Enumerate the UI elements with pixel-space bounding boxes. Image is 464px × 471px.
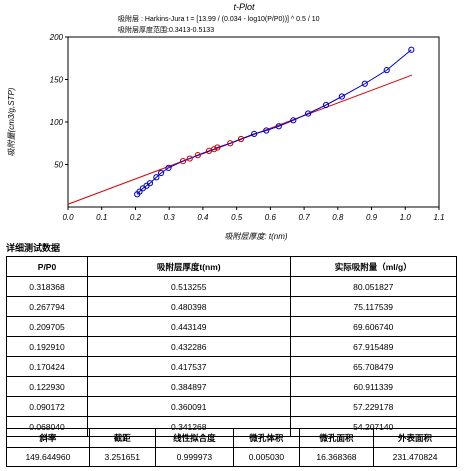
y-tick-label: 50 (54, 161, 63, 170)
data-point (146, 180, 154, 187)
chart-subtitle-1: 吸附层 : Harkins-Jura t = [13.99 / (0.034 -… (118, 14, 320, 23)
cell-thickness: 0.480398 (87, 296, 291, 317)
data-point (153, 174, 160, 181)
label-intercept: 截距 (88, 428, 156, 448)
data-point (322, 101, 330, 109)
cell-p-p0: 0.170424 (6, 356, 88, 377)
x-tick-label: 0.0 (62, 213, 74, 222)
x-tick-label: 0.4 (197, 213, 209, 222)
data-point (275, 123, 282, 130)
cell-p-p0: 0.122930 (6, 376, 88, 397)
x-axis-label: 吸附层厚度: t(nm) (224, 232, 287, 241)
cell-adsorption: 75.117539 (289, 296, 457, 317)
fit-point (179, 158, 187, 165)
x-tick-label: 0.8 (332, 213, 344, 222)
x-tick-label: 0.7 (299, 213, 311, 222)
x-tick-label: 0.3 (164, 213, 176, 222)
cell-adsorption: 57.229178 (289, 396, 457, 417)
fit-point (214, 144, 221, 151)
cell-thickness: 0.384897 (87, 376, 291, 397)
chart-title: t-Plot (233, 2, 255, 12)
x-tick-label: 1.1 (433, 213, 444, 222)
value-micropore-volume: 0.005030 (233, 447, 300, 467)
data-point (338, 93, 345, 100)
cell-p-p0: 0.318368 (6, 276, 88, 297)
data-point (251, 130, 258, 137)
cell-adsorption: 65.708479 (289, 356, 457, 377)
data-point (157, 169, 165, 177)
label-micropore-volume: 微孔体积 (233, 428, 300, 448)
label-micropore-area: 微孔面积 (298, 428, 375, 448)
fit-point (186, 155, 193, 162)
data-point (165, 164, 172, 171)
value-intercept: 3.251651 (88, 447, 156, 467)
x-tick-label: 0.5 (231, 213, 243, 222)
data-point (136, 188, 143, 195)
cell-adsorption: 67.915489 (289, 336, 457, 357)
table-row: 0.267794 0.480398 75.117539 (6, 296, 457, 317)
data-point (290, 117, 297, 124)
value-slope: 149.644960 (6, 447, 90, 467)
data-point (305, 110, 312, 117)
cell-p-p0: 0.192910 (6, 336, 88, 357)
summary-label-row: 斜率 截距 线性拟合度 微孔体积 微孔面积 外表面积 (6, 428, 457, 448)
cell-adsorption: 80.051827 (289, 276, 457, 297)
data-point (408, 46, 415, 53)
t-plot-chart: t-Plot 吸附层 : Harkins-Jura t = [13.99 / (… (7, 2, 445, 241)
cell-adsorption: 60.911339 (289, 376, 457, 397)
data-point (383, 67, 390, 74)
data-point (263, 127, 270, 134)
table-row: 0.209705 0.443149 69.606740 (6, 316, 457, 337)
fit-point (227, 140, 234, 147)
y-axis-label: 吸附量(cm3/g,STP) (7, 87, 16, 156)
data-line (136, 49, 412, 195)
fit-point (210, 146, 218, 153)
data-table: P/P0 吸附层厚度t(nm) 实际吸附量（ml/g） 0.318368 0.51… (6, 256, 457, 437)
cell-p-p0: 0.090172 (6, 396, 88, 417)
cell-thickness: 0.432286 (87, 336, 291, 357)
y-tick-label: 200 (49, 33, 64, 42)
cell-p-p0: 0.267794 (6, 296, 88, 317)
table-row: 0.090172 0.360091 57.229178 (6, 396, 457, 417)
cell-thickness: 0.360091 (87, 396, 291, 417)
header-adsorption: 实际吸附量（ml/g） (289, 256, 457, 277)
x-tick-label: 0.2 (130, 213, 142, 222)
x-tick-label: 0.6 (265, 213, 277, 222)
x-tick-label: 1.0 (400, 213, 412, 222)
summary-value-row: 149.644960 3.251651 0.999973 0.005030 16… (6, 447, 457, 467)
header-thickness: 吸附层厚度t(nm) (87, 256, 291, 277)
summary-table: 斜率 截距 线性拟合度 微孔体积 微孔面积 外表面积 149.644960 3.… (6, 428, 457, 467)
table-row: 0.192910 0.432286 67.915489 (6, 336, 457, 357)
cell-thickness: 0.443149 (87, 316, 291, 337)
y-tick-label: 100 (50, 118, 64, 127)
fit-point (237, 135, 245, 143)
y-tick-label: 150 (50, 76, 64, 85)
header-p-p0: P/P0 (6, 256, 88, 277)
table-row: 0.170424 0.417537 65.708479 (6, 356, 457, 377)
x-tick-label: 0.1 (96, 213, 107, 222)
label-slope: 斜率 (6, 428, 90, 448)
table-header-row: P/P0 吸附层厚度t(nm) 实际吸附量（ml/g） (6, 256, 457, 277)
x-tick-label: 0.9 (366, 213, 378, 222)
value-external-area: 231.470824 (373, 447, 457, 467)
fit-point (194, 152, 201, 159)
cell-adsorption: 69.606740 (289, 316, 457, 337)
axis-ticks: 0.0 0.1 0.2 0.3 0.4 0.5 0.6 0.7 0.8 0.9 1.0 1.1 50 10… (49, 33, 445, 222)
section-title: 详细测试数据 (6, 243, 61, 253)
table-row: 0.122930 0.384897 60.911339 (6, 376, 457, 397)
cell-thickness: 0.417537 (87, 356, 291, 377)
label-external-area: 外表面积 (373, 428, 457, 448)
data-point (361, 80, 368, 87)
plot-frame (67, 36, 440, 208)
label-linear-fit: 线性拟合度 (154, 428, 235, 448)
cell-p-p0: 0.209705 (6, 316, 88, 337)
chart-subtitle-2: 吸附层厚度范围:0.3413-0.5133 (118, 25, 214, 34)
table-row: 0.318368 0.513255 80.051827 (6, 276, 457, 297)
value-linear-fit: 0.999973 (154, 447, 235, 467)
points-layer (134, 46, 415, 198)
value-micropore-area: 16.368368 (298, 447, 375, 467)
cell-thickness: 0.513255 (87, 276, 291, 297)
